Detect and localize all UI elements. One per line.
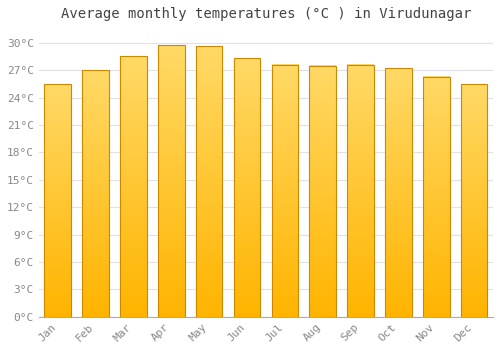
- Bar: [120, 56, 146, 317]
- Bar: [310, 65, 336, 317]
- Title: Average monthly temperatures (°C ) in Virudunagar: Average monthly temperatures (°C ) in Vi…: [60, 7, 471, 21]
- Bar: [82, 70, 109, 317]
- Bar: [272, 65, 298, 317]
- Bar: [234, 58, 260, 317]
- Bar: [461, 84, 487, 317]
- Bar: [385, 68, 411, 317]
- Bar: [44, 84, 71, 317]
- Bar: [348, 65, 374, 317]
- Bar: [196, 47, 222, 317]
- Bar: [423, 77, 450, 317]
- Bar: [158, 46, 184, 317]
